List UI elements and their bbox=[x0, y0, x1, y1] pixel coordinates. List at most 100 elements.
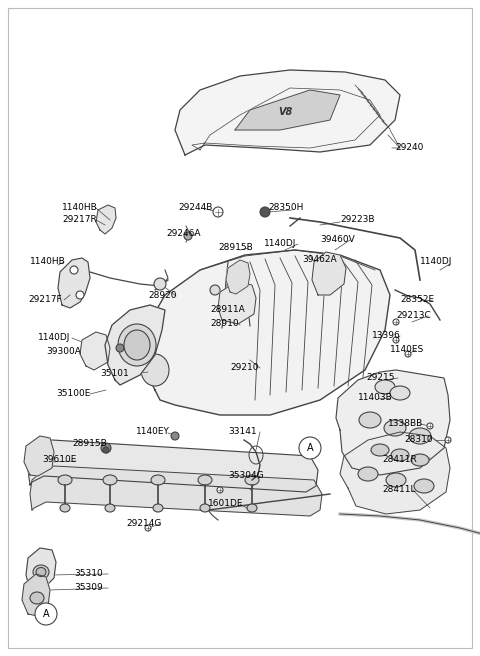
Polygon shape bbox=[140, 250, 390, 415]
Text: 11403B: 11403B bbox=[358, 394, 393, 403]
Text: 35101: 35101 bbox=[100, 369, 129, 379]
Ellipse shape bbox=[411, 454, 429, 466]
Circle shape bbox=[35, 603, 57, 625]
Circle shape bbox=[171, 432, 179, 440]
Polygon shape bbox=[336, 370, 450, 475]
Text: A: A bbox=[43, 609, 49, 619]
Ellipse shape bbox=[390, 386, 410, 400]
Text: 1601DE: 1601DE bbox=[208, 499, 243, 508]
Circle shape bbox=[427, 423, 433, 429]
Text: 35304G: 35304G bbox=[228, 472, 264, 480]
Ellipse shape bbox=[245, 475, 259, 485]
Text: 29240: 29240 bbox=[395, 144, 423, 152]
Ellipse shape bbox=[386, 473, 406, 487]
Polygon shape bbox=[340, 432, 450, 514]
Ellipse shape bbox=[30, 592, 44, 604]
Text: 39610E: 39610E bbox=[42, 455, 76, 464]
Polygon shape bbox=[58, 258, 90, 308]
Text: 35310: 35310 bbox=[74, 569, 103, 579]
Text: 29223B: 29223B bbox=[340, 216, 374, 224]
Ellipse shape bbox=[105, 504, 115, 512]
Text: 39462A: 39462A bbox=[302, 255, 336, 264]
Circle shape bbox=[184, 232, 192, 240]
Circle shape bbox=[260, 207, 270, 217]
Circle shape bbox=[154, 278, 166, 290]
Polygon shape bbox=[80, 332, 110, 370]
Text: 1338BB: 1338BB bbox=[388, 419, 423, 428]
Polygon shape bbox=[24, 436, 54, 476]
Circle shape bbox=[213, 207, 223, 217]
Text: 29215: 29215 bbox=[366, 373, 395, 382]
Text: 28915B: 28915B bbox=[218, 243, 253, 253]
Circle shape bbox=[76, 291, 84, 299]
Circle shape bbox=[405, 351, 411, 357]
Text: 29213C: 29213C bbox=[396, 312, 431, 321]
Text: 1140EY: 1140EY bbox=[136, 428, 170, 436]
Ellipse shape bbox=[409, 428, 431, 444]
Text: V8: V8 bbox=[278, 107, 292, 117]
Text: 35309: 35309 bbox=[74, 583, 103, 592]
Text: 1140DJ: 1140DJ bbox=[38, 333, 71, 342]
Polygon shape bbox=[28, 440, 318, 492]
Text: 29214G: 29214G bbox=[126, 520, 161, 529]
Polygon shape bbox=[226, 260, 250, 294]
Ellipse shape bbox=[58, 475, 72, 485]
Text: 28920: 28920 bbox=[148, 291, 177, 300]
Polygon shape bbox=[22, 574, 50, 616]
Text: 33141: 33141 bbox=[228, 428, 257, 436]
Text: 29210: 29210 bbox=[230, 363, 259, 373]
Circle shape bbox=[101, 443, 111, 453]
Polygon shape bbox=[26, 548, 56, 590]
Circle shape bbox=[299, 437, 321, 459]
Text: 28915B: 28915B bbox=[72, 440, 107, 449]
Ellipse shape bbox=[375, 380, 395, 394]
Text: A: A bbox=[307, 443, 313, 453]
Ellipse shape bbox=[198, 475, 212, 485]
Ellipse shape bbox=[358, 467, 378, 481]
Circle shape bbox=[210, 285, 220, 295]
Text: 28910: 28910 bbox=[210, 319, 239, 329]
Ellipse shape bbox=[247, 504, 257, 512]
Ellipse shape bbox=[359, 412, 381, 428]
Polygon shape bbox=[218, 282, 256, 324]
Circle shape bbox=[227, 280, 237, 290]
Text: 28310: 28310 bbox=[404, 436, 432, 445]
Polygon shape bbox=[235, 90, 340, 130]
Ellipse shape bbox=[153, 504, 163, 512]
Text: 28350H: 28350H bbox=[268, 203, 303, 213]
Text: 28411L: 28411L bbox=[382, 485, 416, 495]
Text: 35100E: 35100E bbox=[56, 390, 90, 398]
Polygon shape bbox=[175, 70, 400, 155]
Text: 13396: 13396 bbox=[372, 331, 401, 340]
Ellipse shape bbox=[36, 567, 46, 577]
Ellipse shape bbox=[60, 504, 70, 512]
Text: 28411R: 28411R bbox=[382, 455, 417, 464]
Polygon shape bbox=[105, 305, 165, 385]
Polygon shape bbox=[312, 252, 346, 295]
Text: 1140HB: 1140HB bbox=[30, 258, 66, 266]
Circle shape bbox=[103, 447, 109, 453]
Ellipse shape bbox=[200, 504, 210, 512]
Text: 29244B: 29244B bbox=[178, 203, 212, 213]
Polygon shape bbox=[96, 205, 116, 234]
Text: 39300A: 39300A bbox=[46, 348, 81, 356]
Ellipse shape bbox=[384, 420, 406, 436]
Text: 29217F: 29217F bbox=[28, 295, 61, 304]
Text: 29217R: 29217R bbox=[62, 216, 97, 224]
Text: 29246A: 29246A bbox=[166, 230, 201, 239]
Ellipse shape bbox=[33, 565, 49, 579]
Text: 39460V: 39460V bbox=[320, 236, 355, 245]
Circle shape bbox=[217, 487, 223, 493]
Ellipse shape bbox=[118, 324, 156, 366]
Circle shape bbox=[70, 266, 78, 274]
Ellipse shape bbox=[391, 449, 409, 461]
Ellipse shape bbox=[124, 330, 150, 360]
Circle shape bbox=[393, 337, 399, 343]
Text: 1140HB: 1140HB bbox=[62, 203, 98, 213]
Ellipse shape bbox=[414, 479, 434, 493]
Text: 28352E: 28352E bbox=[400, 295, 434, 304]
Text: 1140DJ: 1140DJ bbox=[420, 258, 452, 266]
Circle shape bbox=[145, 525, 151, 531]
Text: 1140DJ: 1140DJ bbox=[264, 239, 296, 249]
Polygon shape bbox=[30, 466, 322, 516]
